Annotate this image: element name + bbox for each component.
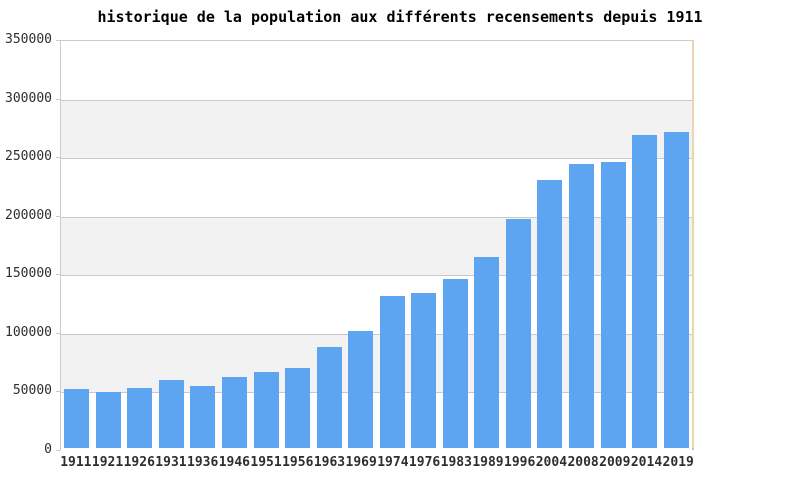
bars <box>61 41 692 448</box>
bar-slot-2014 <box>629 41 661 448</box>
gridline <box>61 158 692 160</box>
x-tick-label-2009: 2009 <box>599 455 631 470</box>
bar-2008 <box>569 163 595 448</box>
bar-slot-1976 <box>408 41 440 448</box>
bar-slot-1969 <box>345 41 377 448</box>
bar-2019 <box>663 132 689 448</box>
y-tick-label: 150000 <box>5 266 52 282</box>
x-tick-label-1974: 1974 <box>377 455 409 470</box>
bar-1996 <box>505 219 531 448</box>
x-tick-label-1956: 1956 <box>282 455 314 470</box>
x-tick-label-1963: 1963 <box>313 455 346 470</box>
x-tick-label-1996: 1996 <box>504 455 536 470</box>
bar-1931 <box>158 379 184 448</box>
x-tick-label-1926: 1926 <box>123 455 155 470</box>
y-tick-label: 300000 <box>5 90 52 106</box>
y-tick-mark <box>56 157 60 159</box>
bar-1951 <box>253 371 279 448</box>
bar-1976 <box>411 293 437 448</box>
y-tick-label: 50000 <box>12 383 52 399</box>
gridline <box>61 333 692 335</box>
bar-slot-1989 <box>471 41 503 448</box>
bar-slot-1951 <box>250 41 282 448</box>
gridline <box>61 275 692 277</box>
bar-slot-1936 <box>187 41 219 448</box>
gridline <box>61 99 692 101</box>
plot-area <box>60 40 694 451</box>
y-tick-mark <box>56 40 60 41</box>
y-tick-mark <box>56 332 60 334</box>
x-axis: 1911 1921 1926 1931 1936 1946 1951 1956 1963 1969… <box>60 455 694 470</box>
bar-1946 <box>222 377 247 448</box>
bar-slot-1946 <box>219 41 251 448</box>
y-tick-mark <box>56 274 60 276</box>
bar-1963 <box>316 347 342 448</box>
bar-slot-1931 <box>156 41 188 448</box>
x-tick-label-1931: 1931 <box>155 455 187 470</box>
x-tick-label-1969: 1969 <box>345 455 377 470</box>
gridline <box>61 392 692 394</box>
bar-slot-1996 <box>503 41 535 448</box>
bar-slot-1921 <box>93 41 125 448</box>
plot-band <box>61 41 692 100</box>
bar-slot-2019 <box>660 41 692 448</box>
bar-1974 <box>379 295 405 448</box>
y-tick-label: 350000 <box>5 32 52 47</box>
bar-slot-1963 <box>313 41 345 448</box>
plot-band <box>61 99 692 159</box>
bar-slot-1983 <box>440 41 472 448</box>
y-tick-mark <box>56 98 60 100</box>
bar-1989 <box>474 257 500 448</box>
bar-2009 <box>600 162 626 448</box>
x-tick-label-2008: 2008 <box>567 455 599 470</box>
bar-slot-1926 <box>124 41 156 448</box>
bar-1911 <box>64 389 90 448</box>
bar-1969 <box>348 331 374 448</box>
bar-2004 <box>537 179 563 448</box>
y-tick-label: 100000 <box>5 324 52 340</box>
y-axis: 0 50000 100000 150000 200000 250000 300000 3500… <box>0 0 60 500</box>
x-tick-label-2019: 2019 <box>662 455 694 470</box>
chart-title: historique de la population aux différen… <box>97 8 703 26</box>
x-tick-label-1936: 1936 <box>187 455 219 470</box>
bar-1936 <box>190 386 216 448</box>
y-tick-label: 0 <box>44 442 52 457</box>
bar-slot-1956 <box>282 41 314 448</box>
x-tick-label-1946: 1946 <box>218 455 251 470</box>
bar-1926 <box>127 387 153 448</box>
x-tick-label-1911: 1911 <box>60 455 92 470</box>
bar-slot-1974 <box>376 41 408 448</box>
bar-1983 <box>442 278 468 448</box>
x-tick-label-2014: 2014 <box>630 455 663 470</box>
y-tick-mark <box>56 215 60 217</box>
y-tick-label: 200000 <box>5 207 52 223</box>
gridline <box>61 216 692 218</box>
bar-1921 <box>95 392 121 448</box>
bar-2014 <box>632 135 658 448</box>
bar-slot-1911 <box>61 41 93 448</box>
x-tick-label-2004: 2004 <box>535 455 568 470</box>
y-tick-mark <box>56 450 60 451</box>
y-tick-mark <box>56 391 60 393</box>
bar-1956 <box>285 368 311 448</box>
bar-slot-2004 <box>534 41 566 448</box>
y-tick-label: 250000 <box>5 149 52 165</box>
bar-slot-2008 <box>566 41 598 448</box>
x-tick-label-1976: 1976 <box>408 455 441 470</box>
x-tick-label-1989: 1989 <box>472 455 504 470</box>
bar-slot-2009 <box>597 41 629 448</box>
x-tick-label-1983: 1983 <box>440 455 472 470</box>
x-tick-label-1921: 1921 <box>91 455 124 470</box>
x-tick-label-1951: 1951 <box>250 455 282 470</box>
